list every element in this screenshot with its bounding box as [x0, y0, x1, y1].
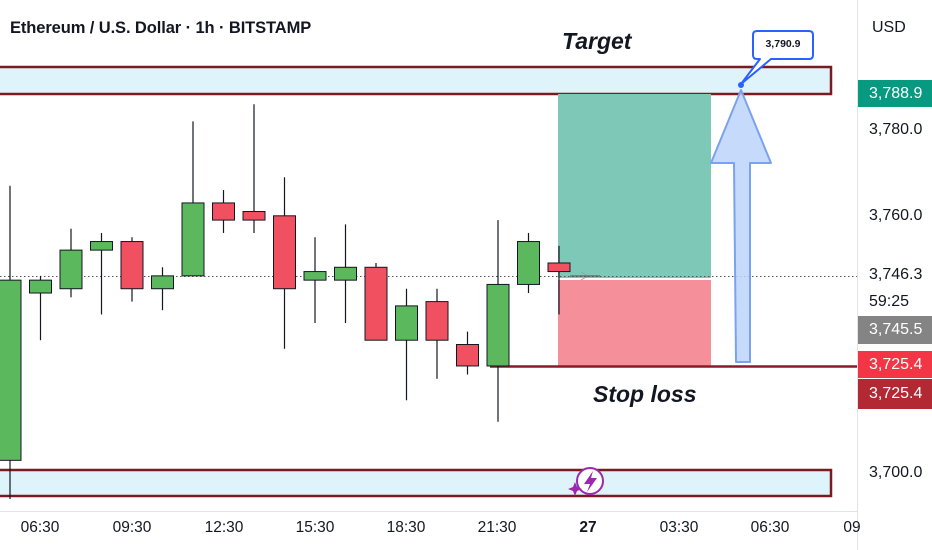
candle-down[interactable]	[120, 241, 144, 290]
y-tick-label: 3,780.0	[869, 121, 923, 138]
candle-down[interactable]	[456, 344, 479, 367]
x-tick-label: 27	[579, 519, 597, 536]
stop-loss-label[interactable]: Stop loss	[593, 381, 697, 407]
candle-up[interactable]	[59, 249, 83, 290]
profit-zone[interactable]	[558, 94, 711, 278]
x-tick-label: 09	[843, 519, 861, 536]
x-tick-label: 21:30	[477, 519, 517, 536]
bar-countdown: 59:25	[869, 288, 932, 315]
candle-up[interactable]	[486, 283, 510, 367]
target-label[interactable]: Target	[562, 28, 632, 54]
x-tick-label: 06:30	[750, 519, 790, 536]
candle-down[interactable]	[273, 215, 296, 290]
loss-zone[interactable]	[558, 280, 711, 366]
price-callout[interactable]	[740, 30, 814, 85]
prev-close-badge: 3,745.5	[858, 316, 932, 344]
target-price-badge: 3,788.9	[858, 80, 932, 107]
x-tick-label: 09:30	[112, 519, 152, 536]
x-tick-label: 15:30	[295, 519, 335, 536]
candle-down[interactable]	[425, 301, 449, 341]
chart-title: Ethereum / U.S. Dollar · 1h · BITSTAMP	[10, 19, 312, 37]
callout-anchor-dot	[738, 82, 744, 88]
x-tick-label: 18:30	[386, 519, 426, 536]
last-price-badge: 3,746.3 59:25	[858, 261, 932, 317]
x-tick-label: 12:30	[204, 519, 244, 536]
callout-price-text: 3,790.9	[765, 38, 801, 50]
x-tick-label: 06:30	[20, 519, 60, 536]
last-price-value: 3,746.3	[869, 266, 923, 283]
stop-price-badge-secondary: 3,725.4	[858, 379, 932, 409]
candle-up[interactable]	[517, 241, 540, 285]
candle-up[interactable]	[303, 271, 327, 281]
candle-up[interactable]	[0, 279, 22, 461]
candle-down[interactable]	[364, 266, 388, 341]
y-tick-label: 3,700.0	[869, 464, 923, 481]
candle-down[interactable]	[242, 211, 266, 221]
candle-down[interactable]	[212, 202, 235, 221]
stop-price-badge: 3,725.4	[858, 351, 932, 378]
candles-group	[0, 104, 571, 499]
candle-up[interactable]	[151, 275, 174, 290]
x-tick-label: 03:30	[659, 519, 699, 536]
lightning-icon[interactable]	[568, 467, 604, 496]
currency-selector[interactable]: USD	[872, 19, 906, 36]
candle-up[interactable]	[90, 241, 113, 251]
support-zone[interactable]	[0, 468, 833, 498]
candle-up[interactable]	[334, 266, 357, 281]
candle-up[interactable]	[181, 202, 205, 277]
y-tick-label: 3,760.0	[869, 207, 923, 224]
up-arrow-drawing[interactable]	[710, 89, 772, 363]
candle-down[interactable]	[547, 262, 571, 273]
candle-up[interactable]	[395, 305, 418, 341]
candle-up[interactable]	[29, 279, 52, 294]
resistance-zone[interactable]	[0, 65, 833, 96]
